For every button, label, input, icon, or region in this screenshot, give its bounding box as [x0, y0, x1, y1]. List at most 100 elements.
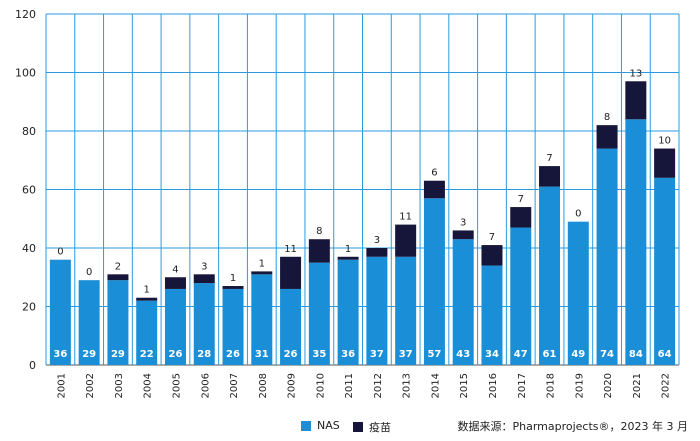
vaccine-value-label: 8 — [316, 226, 322, 237]
bar-vaccine — [510, 207, 532, 228]
y-tick-label: 80 — [22, 125, 36, 138]
bar-nas — [654, 177, 676, 365]
y-tick-label: 100 — [15, 67, 36, 80]
bar-vaccine — [251, 271, 273, 275]
x-tick-label: 2010 — [315, 373, 326, 398]
vaccine-value-label: 0 — [86, 267, 92, 278]
bar-nas — [366, 256, 388, 365]
x-tick-label: 2011 — [344, 373, 355, 398]
x-tick-label: 2017 — [517, 373, 528, 398]
x-tick-label: 2015 — [459, 373, 470, 398]
vaccine-value-label: 13 — [629, 68, 642, 79]
bar-vaccine — [395, 224, 417, 257]
vaccine-value-label: 10 — [658, 136, 671, 147]
y-tick-label: 20 — [22, 301, 36, 314]
bar-nas — [337, 259, 359, 365]
vaccine-value-label: 0 — [575, 209, 581, 220]
vaccine-value-label: 11 — [284, 244, 297, 255]
bar-vaccine — [337, 256, 359, 260]
vaccine-value-label: 7 — [546, 153, 552, 164]
vaccine-value-label: 11 — [399, 212, 412, 223]
vaccine-value-label: 1 — [230, 273, 236, 284]
x-tick-label: 2019 — [574, 373, 585, 398]
vaccine-value-label: 3 — [201, 261, 207, 272]
bar-nas — [481, 265, 503, 365]
grid-lines — [45, 13, 680, 366]
nas-value-label: 34 — [485, 349, 499, 360]
legend-label-vaccine: 疫苗 — [369, 421, 391, 434]
nas-value-label: 47 — [514, 349, 528, 360]
bar-vaccine — [654, 148, 676, 178]
bar-nas — [423, 198, 445, 365]
vaccine-value-label: 7 — [489, 232, 495, 243]
bar-vaccine — [481, 245, 503, 266]
nas-value-label: 43 — [456, 349, 470, 360]
x-tick-label: 2013 — [402, 373, 413, 398]
bar-vaccine — [452, 230, 474, 240]
x-tick-label: 2003 — [114, 373, 125, 398]
bar-nas — [107, 280, 129, 365]
vaccine-value-label: 0 — [57, 247, 63, 258]
bar-vaccine — [308, 239, 330, 263]
nas-value-label: 84 — [629, 349, 643, 360]
legend: NAS 疫苗 — [0, 419, 700, 437]
source-note: 数据来源：Pharmaprojects®，2023 年 3 月 — [457, 420, 688, 433]
x-tick-label: 2002 — [85, 373, 96, 398]
bar-nas — [164, 288, 186, 365]
bar-nas — [136, 300, 158, 365]
legend-label-nas: NAS — [317, 419, 340, 432]
nas-value-label: 26 — [284, 349, 298, 360]
x-tick-label: 2018 — [546, 373, 557, 398]
x-tick-label: 2001 — [56, 373, 67, 398]
legend-item-nas: NAS — [301, 419, 340, 432]
bar-vaccine — [596, 125, 618, 149]
x-axis-ticks: 2001 2002 2003 2004 2005 2006 2007 2008 2009 2010… — [56, 373, 671, 398]
bar-nas — [539, 186, 561, 365]
nas-value-label: 28 — [197, 349, 211, 360]
y-tick-label: 60 — [22, 184, 36, 197]
nas-value-label: 61 — [543, 349, 557, 360]
bar-vaccine — [539, 166, 561, 187]
vaccine-value-label: 2 — [115, 261, 121, 272]
nas-value-label: 26 — [226, 349, 240, 360]
x-tick-label: 2020 — [603, 373, 614, 398]
vaccine-value-label: 1 — [345, 244, 351, 255]
x-tick-label: 2009 — [287, 373, 298, 398]
bar-vaccine — [625, 81, 647, 120]
nas-value-label: 37 — [399, 349, 413, 360]
vaccine-value-label: 1 — [144, 285, 150, 296]
nas-value-label: 57 — [427, 349, 441, 360]
nas-value-label: 29 — [111, 349, 125, 360]
x-tick-label: 2016 — [488, 373, 499, 398]
bar-vaccine — [107, 274, 129, 281]
vaccine-value-label: 8 — [604, 112, 610, 123]
bar-nas — [308, 262, 330, 365]
nas-value-label: 29 — [82, 349, 96, 360]
vaccine-swatch — [353, 422, 363, 432]
x-tick-label: 2007 — [229, 373, 240, 398]
bar-nas — [193, 283, 215, 365]
vaccine-value-label: 3 — [460, 217, 466, 228]
nas-value-label: 35 — [312, 349, 326, 360]
bar-vaccine — [136, 297, 158, 301]
vaccine-value-label: 4 — [172, 264, 178, 275]
vaccine-value-label: 1 — [259, 258, 265, 269]
vaccine-value-label: 3 — [374, 235, 380, 246]
bar-vaccine — [164, 277, 186, 289]
x-tick-label: 2008 — [258, 373, 269, 398]
x-tick-label: 2022 — [661, 373, 672, 398]
bar-vaccine — [366, 248, 388, 257]
y-tick-label: 120 — [15, 8, 36, 21]
x-tick-label: 2021 — [632, 373, 643, 398]
bar-nas — [510, 227, 532, 365]
bars: 3602902922212642832613112611358361373371… — [49, 68, 676, 365]
x-tick-label: 2005 — [171, 373, 182, 398]
x-tick-label: 2006 — [200, 373, 211, 398]
y-axis-ticks: 0 20 40 60 80 100 120 — [15, 8, 36, 372]
nas-value-label: 22 — [140, 349, 154, 360]
x-tick-label: 2014 — [430, 373, 441, 398]
bar-nas — [280, 288, 302, 365]
nas-value-label: 49 — [571, 349, 585, 360]
bar-vaccine — [222, 286, 244, 289]
